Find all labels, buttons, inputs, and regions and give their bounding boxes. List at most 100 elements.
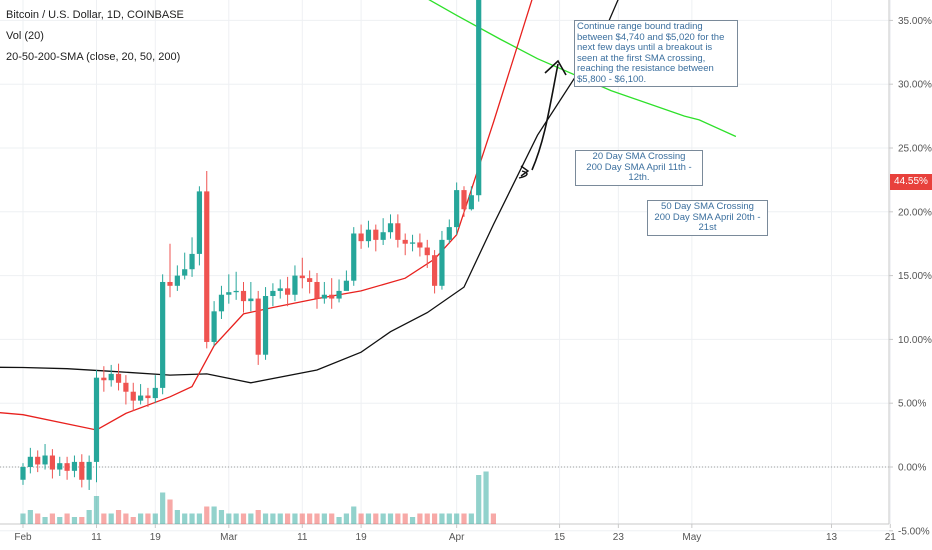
candle-body: [461, 190, 467, 210]
volume-bar: [233, 513, 239, 524]
volume-bar: [446, 513, 452, 524]
candle: [255, 290, 261, 365]
sma50-cross-note: 50 Day SMA Crossing 200 Day SMA April 20…: [647, 200, 768, 236]
candle: [402, 233, 408, 256]
candle: [93, 370, 100, 483]
candle-body: [42, 455, 48, 465]
volume-bar: [27, 510, 33, 524]
candle: [130, 382, 136, 411]
y-tick-label: 25.00%: [898, 144, 932, 155]
volume-bar: [145, 513, 151, 524]
candle-body: [182, 269, 188, 276]
candle: [299, 257, 305, 289]
candle-body: [321, 294, 327, 299]
candle: [365, 220, 372, 248]
y-tick-label: 0.00%: [898, 463, 926, 474]
sma20-cross-note-line1: 20 Day SMA Crossing: [592, 151, 686, 162]
volume-bar: [174, 510, 180, 524]
x-tick-label: Mar: [220, 532, 238, 543]
y-tick-label: 15.00%: [898, 271, 932, 282]
candle-body: [365, 229, 372, 242]
volume-bar: [255, 510, 261, 524]
volume-bar: [49, 513, 55, 524]
candle: [409, 234, 416, 252]
candle: [167, 243, 173, 298]
x-tick-label: 15: [554, 532, 566, 543]
candle-body: [270, 290, 276, 297]
x-tick-label: 21: [885, 532, 897, 543]
candle-body: [409, 242, 416, 244]
volume-bar: [380, 513, 386, 524]
candle-body: [387, 223, 394, 233]
candle: [174, 265, 180, 291]
candle: [321, 281, 327, 304]
candle-body: [145, 395, 151, 399]
y-tick-label: 5.00%: [898, 399, 926, 410]
candle: [49, 449, 55, 479]
candle: [86, 455, 92, 490]
volume-bar: [365, 513, 372, 524]
volume-bar: [71, 517, 78, 524]
volume-bar: [387, 513, 394, 524]
volume-bar: [240, 513, 247, 524]
candle-body: [240, 290, 247, 302]
volume-legend: Vol (20): [6, 30, 44, 42]
candle-body: [211, 311, 217, 342]
volume-bar: [454, 513, 460, 524]
y-tick-label: -5.00%: [898, 526, 930, 537]
candle: [454, 182, 460, 235]
candle: [285, 276, 291, 307]
sma20-cross-note: 20 Day SMA Crossing 200 Day SMA April 11…: [575, 150, 703, 186]
candle-body: [358, 233, 364, 242]
candle-body: [343, 280, 349, 291]
volume-bar: [336, 517, 342, 524]
volume-bar: [35, 513, 41, 524]
y-tick-label: 35.00%: [898, 16, 932, 27]
candle-body: [174, 275, 180, 286]
x-tick-label: 11: [91, 532, 102, 543]
candle: [27, 447, 33, 474]
candle-body: [27, 456, 33, 467]
candle-body: [79, 461, 85, 480]
candle-body: [262, 296, 269, 355]
candle-body: [476, 0, 482, 196]
price-axis: 70.00%65.00%60.00%55.00%50.00%45.00%40.0…: [889, 16, 932, 537]
candle-body: [108, 373, 114, 381]
volume-bar: [138, 513, 144, 524]
candle: [138, 384, 144, 405]
candle: [432, 250, 438, 294]
x-tick-label: Apr: [449, 532, 465, 543]
candle-body: [439, 239, 445, 286]
candle: [123, 375, 129, 405]
candle-body: [336, 290, 342, 299]
volume-bar: [285, 513, 291, 524]
candle-body: [395, 223, 401, 240]
candle-body: [64, 463, 70, 471]
candle-body: [93, 377, 100, 462]
candle: [336, 279, 342, 303]
annotation-arrows: [518, 59, 567, 179]
candle: [20, 463, 26, 485]
candle: [64, 456, 70, 480]
volume-bar: [42, 517, 48, 524]
volume-bar: [292, 513, 298, 524]
sma50-cross-note-line1: 50 Day SMA Crossing: [661, 201, 754, 212]
y-tick-label: 10.00%: [898, 335, 932, 346]
volume-bar: [490, 513, 496, 524]
volume-bar: [182, 513, 188, 524]
volume-bar: [277, 513, 283, 524]
candle-body: [380, 232, 386, 240]
volume-bar: [152, 513, 158, 524]
candle: [270, 283, 276, 307]
candle-body: [49, 455, 55, 470]
candle: [71, 455, 78, 478]
candle: [424, 239, 430, 268]
volume-bar: [402, 513, 408, 524]
volume-bar: [130, 517, 136, 524]
candle: [248, 281, 254, 312]
x-tick-label: 13: [826, 532, 838, 543]
breakout-arrowhead: [544, 59, 567, 76]
candle-body: [152, 387, 158, 399]
sma20-line: [0, 0, 533, 431]
candle: [351, 227, 357, 286]
